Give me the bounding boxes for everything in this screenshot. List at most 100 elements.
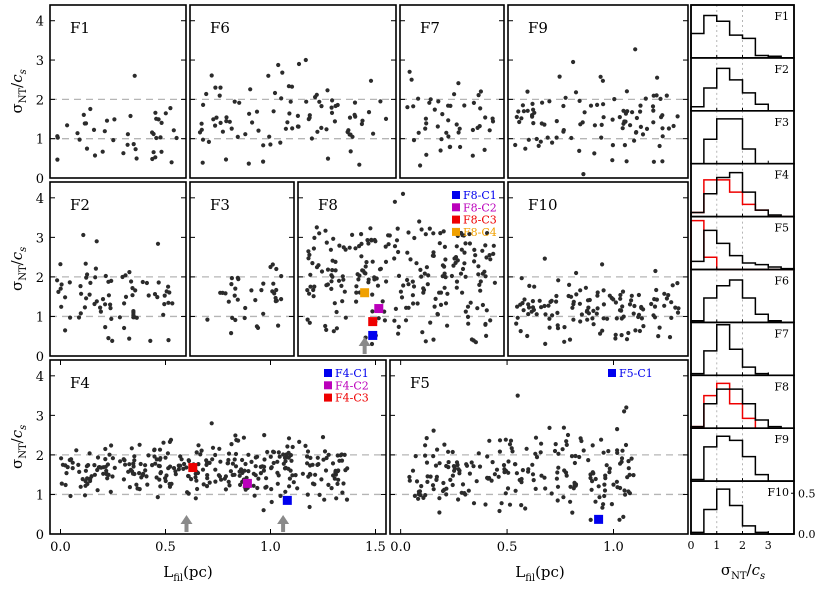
data-point <box>213 123 218 128</box>
data-point <box>593 499 598 504</box>
data-point <box>614 316 619 321</box>
data-point <box>280 70 285 75</box>
data-point <box>660 113 665 118</box>
clump-marker-f4-c3 <box>188 463 198 473</box>
data-point <box>166 300 171 305</box>
data-point <box>132 458 137 463</box>
data-point <box>555 323 560 328</box>
data-point <box>602 488 608 493</box>
data-point <box>134 482 139 487</box>
data-point <box>324 240 329 245</box>
data-point <box>312 482 317 487</box>
data-points <box>405 69 496 168</box>
data-point <box>514 114 519 120</box>
data-point <box>413 454 418 459</box>
data-point <box>571 317 576 322</box>
panel-label: F10 <box>528 196 558 214</box>
data-point <box>127 485 132 490</box>
data-point <box>624 337 630 342</box>
data-point <box>158 470 164 475</box>
data-point <box>626 489 631 494</box>
data-point <box>619 456 625 461</box>
data-point <box>531 478 536 483</box>
data-point <box>591 322 596 327</box>
data-point <box>462 491 467 496</box>
data-point <box>423 126 428 131</box>
data-point <box>308 284 313 289</box>
data-point <box>632 138 637 143</box>
data-point <box>433 296 438 301</box>
data-point <box>618 292 623 298</box>
histogram-series <box>690 229 795 270</box>
data-point <box>334 309 339 315</box>
data-point <box>594 311 599 316</box>
data-point <box>128 113 133 119</box>
data-point <box>537 298 542 303</box>
data-point <box>629 456 634 461</box>
data-point <box>130 286 135 291</box>
data-point <box>419 274 424 279</box>
data-point <box>467 471 472 476</box>
data-points <box>205 262 284 336</box>
data-point <box>545 135 550 140</box>
data-point <box>483 502 488 507</box>
data-point <box>108 489 113 494</box>
data-point <box>287 111 292 116</box>
data-point <box>220 290 225 295</box>
data-point <box>612 97 617 102</box>
data-point <box>471 464 476 469</box>
data-point <box>424 436 429 441</box>
data-point <box>561 495 566 500</box>
data-point <box>589 487 594 492</box>
data-point <box>363 264 368 269</box>
data-point <box>163 455 168 460</box>
data-point <box>80 477 85 482</box>
data-points <box>55 232 175 343</box>
data-point <box>162 293 167 298</box>
data-point <box>210 445 216 450</box>
data-point <box>412 235 417 241</box>
data-point <box>256 128 261 133</box>
data-point <box>336 468 341 473</box>
data-point <box>437 241 442 246</box>
data-point <box>534 136 539 142</box>
data-point <box>531 107 536 112</box>
data-point <box>58 286 63 291</box>
data-point <box>567 282 572 287</box>
data-point <box>311 246 316 251</box>
data-point <box>261 311 266 316</box>
data-point <box>125 132 130 137</box>
data-point <box>585 317 590 322</box>
data-point <box>166 284 171 289</box>
histogram-f8: F8 <box>690 374 795 429</box>
data-point <box>434 474 439 479</box>
data-point <box>440 274 445 279</box>
data-point <box>443 257 448 262</box>
data-point <box>340 299 345 304</box>
data-point <box>490 116 495 121</box>
data-point <box>158 135 163 140</box>
y-tick-label: 0 <box>36 350 44 365</box>
x-tick-label: 1.0 <box>603 540 624 555</box>
data-point <box>546 303 551 308</box>
data-point <box>513 462 518 467</box>
data-point <box>370 309 375 314</box>
data-point <box>267 134 272 139</box>
data-point <box>595 290 600 295</box>
data-point <box>103 273 108 279</box>
data-point <box>168 106 173 111</box>
data-point <box>332 301 337 306</box>
data-point <box>441 480 446 486</box>
data-point <box>145 482 150 487</box>
data-point <box>386 233 391 238</box>
data-point <box>526 312 531 317</box>
data-point <box>539 305 544 310</box>
data-point <box>303 57 308 63</box>
data-point <box>285 444 290 449</box>
data-point <box>59 456 64 461</box>
panel-f2: F2 <box>49 181 187 357</box>
data-point <box>226 451 232 456</box>
data-point <box>285 455 290 460</box>
data-point <box>418 493 423 498</box>
data-point <box>320 435 326 440</box>
